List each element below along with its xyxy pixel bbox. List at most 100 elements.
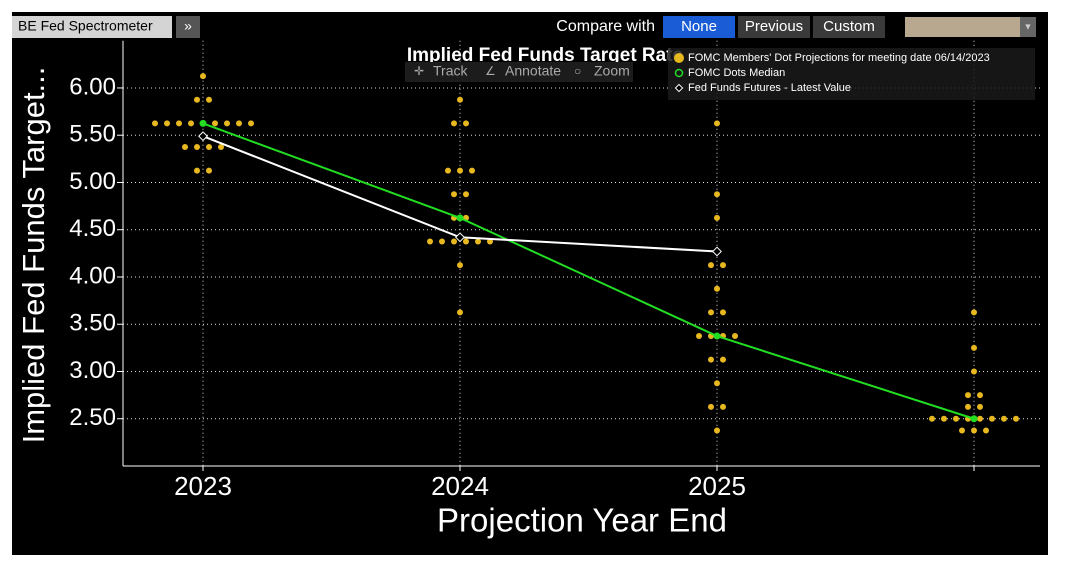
option-button[interactable] xyxy=(813,16,885,38)
y-tick-label: 3.50 xyxy=(69,310,116,337)
dot xyxy=(708,309,714,316)
legend-label: FOMC Members' Dot Projections for meetin… xyxy=(688,52,990,64)
dot xyxy=(457,96,463,103)
dot xyxy=(475,238,481,245)
y-axis-label: Implied Fed Funds Target... xyxy=(16,67,51,444)
dot xyxy=(971,368,977,375)
option-button[interactable] xyxy=(738,16,810,38)
dot xyxy=(989,415,995,422)
y-tick-label: 5.50 xyxy=(69,121,116,148)
dot xyxy=(451,120,457,127)
dot xyxy=(977,403,983,410)
expand-button[interactable] xyxy=(176,16,200,38)
dot xyxy=(977,392,983,399)
point xyxy=(970,415,978,423)
legend xyxy=(668,48,1035,100)
dot xyxy=(977,415,983,422)
dot xyxy=(708,403,714,410)
dot xyxy=(714,214,720,221)
point xyxy=(712,246,722,257)
dot xyxy=(720,403,726,410)
dot xyxy=(152,120,158,127)
dot xyxy=(929,415,935,422)
dot xyxy=(218,144,224,151)
dot xyxy=(463,191,469,198)
dot xyxy=(248,120,254,127)
expand-icon: » xyxy=(184,18,192,34)
dot xyxy=(953,415,959,422)
legend-marker xyxy=(674,68,684,78)
panel xyxy=(12,12,1048,555)
legend-label: FOMC Dots Median xyxy=(688,67,785,79)
dot xyxy=(959,427,965,434)
dot xyxy=(965,403,971,410)
dot xyxy=(941,415,947,422)
chart-title: Implied Fed Funds Target Rate xyxy=(407,45,683,66)
dot xyxy=(194,96,200,103)
dot xyxy=(708,262,714,269)
tool[interactable]: Annotate xyxy=(505,63,561,79)
option-button[interactable] xyxy=(663,16,735,38)
dot xyxy=(696,333,702,340)
legend-marker xyxy=(674,83,684,93)
legend-marker xyxy=(674,53,684,63)
dot xyxy=(194,144,200,151)
dot xyxy=(463,120,469,127)
y-tick-label: 6.00 xyxy=(69,73,116,100)
dot xyxy=(714,285,720,292)
dot xyxy=(971,344,977,351)
tool[interactable]: Zoom xyxy=(594,63,630,79)
dot xyxy=(463,238,469,245)
dot xyxy=(983,427,989,434)
dot xyxy=(451,191,457,198)
dot xyxy=(1013,415,1019,422)
legend-label: Fed Funds Futures - Latest Value xyxy=(688,82,851,94)
app-tab[interactable] xyxy=(12,16,172,38)
dropdown[interactable] xyxy=(905,17,1020,37)
y-tick-label: 4.00 xyxy=(69,262,116,289)
dot xyxy=(714,120,720,127)
compare-label: Compare with xyxy=(556,18,655,35)
tool-icon: ○ xyxy=(574,64,581,78)
y-tick-label: 4.50 xyxy=(69,215,116,242)
dot xyxy=(732,333,738,340)
dot xyxy=(194,167,200,174)
dot xyxy=(451,238,457,245)
dot xyxy=(206,167,212,174)
option-label: Custom xyxy=(823,18,875,35)
dot xyxy=(439,238,445,245)
dot xyxy=(720,309,726,316)
tool-icon: ∠ xyxy=(485,64,496,78)
dot xyxy=(714,427,720,434)
dot xyxy=(720,262,726,269)
arrow-icon: ▼ xyxy=(1024,21,1033,31)
dot xyxy=(182,144,188,151)
dot xyxy=(714,380,720,387)
tool-bar xyxy=(405,62,633,82)
dot xyxy=(971,427,977,434)
dot xyxy=(236,120,242,127)
x-tick-label: 2025 xyxy=(688,471,746,501)
point xyxy=(455,232,465,243)
y-tick-label: 5.00 xyxy=(69,168,116,195)
dropdown-arrow[interactable] xyxy=(1020,17,1036,37)
x-tick-label: 2023 xyxy=(174,471,232,501)
dot xyxy=(487,238,493,245)
y-tick-label: 2.50 xyxy=(69,404,116,431)
dot xyxy=(469,167,475,174)
y-tick-label: 3.00 xyxy=(69,357,116,384)
dot xyxy=(457,262,463,269)
tool[interactable]: Track xyxy=(433,63,468,79)
point xyxy=(456,214,464,222)
dot xyxy=(720,356,726,363)
option-label: None xyxy=(681,18,717,35)
dot xyxy=(427,238,433,245)
dot xyxy=(457,167,463,174)
dot xyxy=(445,167,451,174)
option-label: Previous xyxy=(745,18,803,35)
app-name: BE Fed Spectrometer xyxy=(18,18,153,34)
x-axis-label: Projection Year End xyxy=(437,502,727,539)
dot xyxy=(708,356,714,363)
dot xyxy=(1001,415,1007,422)
